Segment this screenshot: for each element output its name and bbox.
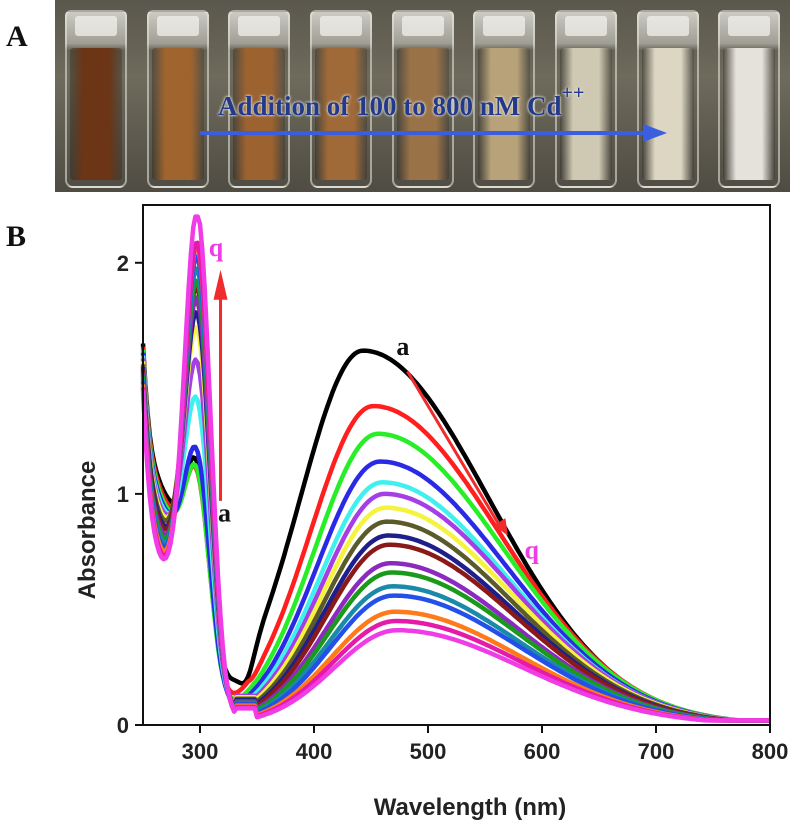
vial-cap [728,16,770,36]
vial-liquid [560,48,612,180]
vial-liquid [233,48,285,180]
vial-4 [310,10,372,188]
vial-liquid [397,48,449,180]
absorbance-chart: 300 400 500 600 700 800 0 1 2 a q a q Wavelength (n… [74,204,789,821]
cuvette-photo [55,0,790,192]
vial-7 [555,10,617,188]
uv-end-label: q [209,233,224,262]
plot-border [142,204,771,726]
x-tick-label: 300 [182,739,219,764]
x-tick-label: 600 [524,739,561,764]
vial-liquid [642,48,694,180]
y-tick-label: 0 [117,713,129,738]
x-tick-label: 400 [296,739,333,764]
plot-frame [142,204,771,726]
vial-cap [157,16,199,36]
vial-1 [65,10,127,188]
spectrum-line-4 [140,352,770,723]
vial-liquid [70,48,122,180]
spectrum-line-3 [140,349,770,723]
axis-ticks: 300 400 500 600 700 800 0 1 2 [117,251,789,764]
spectrum-line-16 [140,240,770,723]
vis-trend-arrow-head [493,518,508,536]
vial-cap [238,16,280,36]
vis-trend-arrow-shaft [406,370,504,531]
spectrum-line-12 [140,278,770,723]
uv-start-label: a [218,499,231,528]
vial-2 [147,10,209,188]
y-tick-label: 1 [117,482,129,507]
vial-cap [565,16,607,36]
chart-annotations: a q a q [209,233,540,565]
vial-9 [718,10,780,188]
spectra-curves [140,214,770,723]
addition-arrow [200,124,667,142]
vial-8 [637,10,699,188]
vial-6 [473,10,535,188]
caption-charge: ++ [561,82,585,104]
y-axis-title: Absorbance [74,461,101,600]
spectrum-line-9 [140,310,770,723]
caption-text: Addition of 100 to 800 nM Cd [218,91,562,121]
vial-cap [483,16,525,36]
vial-3 [228,10,290,188]
x-tick-label: 700 [638,739,675,764]
vial-liquid [723,48,775,180]
vial-liquid [315,48,367,180]
spectrum-line-17 [140,214,770,723]
spectrum-line-8 [140,296,770,723]
vis-start-label: a [396,332,409,361]
vial-cap [75,16,117,36]
spectrum-line-1 [140,343,770,723]
vial-cap [402,16,444,36]
vial-liquid [152,48,204,180]
vial-cap [320,16,362,36]
x-axis-title: Wavelength (nm) [374,794,566,821]
uv-trend-arrow-head [213,269,228,300]
spectrum-line-2 [140,346,770,723]
vis-end-label: q [525,536,540,565]
y-tick-label: 2 [117,251,129,276]
x-tick-label: 800 [752,739,789,764]
x-tick-label: 500 [410,739,447,764]
panel-b-label: B [6,220,27,253]
panel-a-label: A [6,20,28,53]
vial-liquid [478,48,530,180]
spectrum-line-13 [140,266,770,723]
vial-cap [647,16,689,36]
vial-5 [392,10,454,188]
photo-caption: Addition of 100 to 800 nM Cd++ [218,82,584,122]
